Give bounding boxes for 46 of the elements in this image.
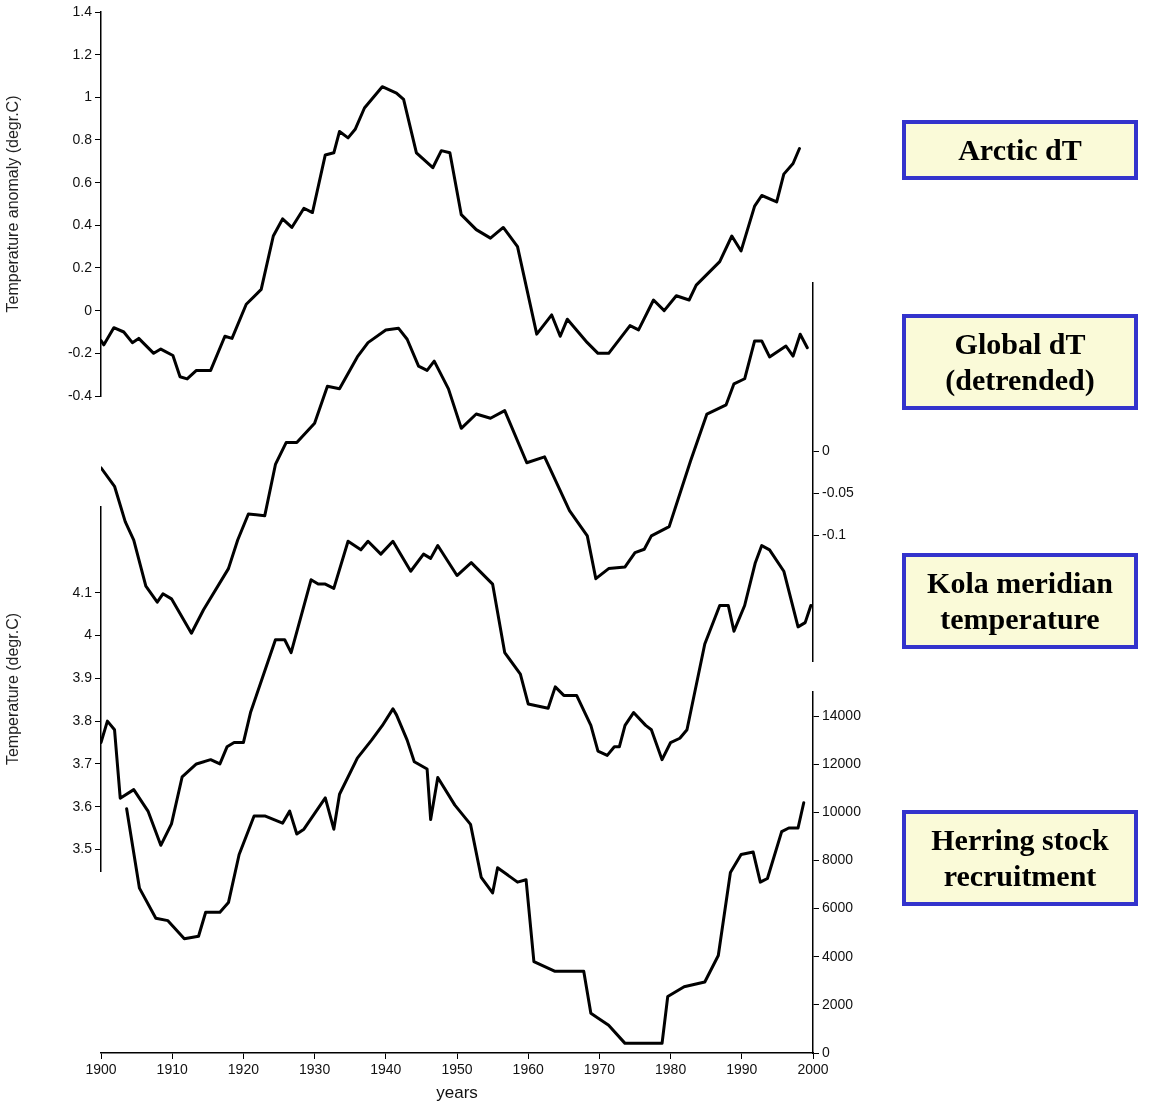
y2-tick-label: 8000 <box>822 851 854 868</box>
x-tick-label: 1970 <box>583 1061 616 1078</box>
y2-tick-label: 12000 <box>822 755 862 772</box>
y-tick-label: 3.7 <box>72 754 93 771</box>
text: Arctic dT <box>957 132 1083 168</box>
y-tick-label: 4 <box>84 626 93 643</box>
y2-tick-label: 14000 <box>822 706 862 723</box>
y2-tick-label: 6000 <box>822 899 854 916</box>
x-tick-label: 1940 <box>370 1061 402 1078</box>
y-tick-label: 1.2 <box>72 45 93 62</box>
x-tick-label: 1930 <box>299 1061 331 1078</box>
y-tick-label: 3.5 <box>72 840 93 857</box>
y-tick-label: 4.1 <box>72 583 93 600</box>
y2-tick-label: 0 <box>822 441 830 458</box>
y2-tick-label: 10000 <box>822 803 862 820</box>
text: Global dT (detrended) <box>944 326 1096 398</box>
x-tick-label: 2000 <box>797 1061 829 1078</box>
y-tick-label: 3.6 <box>72 797 93 814</box>
y2-tick-label: 4000 <box>822 947 854 964</box>
y-tick-label: -0.4 <box>67 386 93 403</box>
y2-tick-label: 2000 <box>822 995 854 1012</box>
text: Herring stock recruitment <box>930 822 1110 894</box>
x-tick-label: 1950 <box>441 1061 473 1078</box>
y2-tick-label: -0.05 <box>822 483 855 500</box>
y-tick-label: 0.4 <box>72 216 93 233</box>
y-tick-label: 1.4 <box>72 2 93 19</box>
y2-tick-label: 0 <box>822 1043 830 1060</box>
x-tick-label: 1990 <box>726 1061 758 1078</box>
x-tick-label: 1980 <box>655 1061 687 1078</box>
x-tick-label: 1900 <box>85 1061 117 1078</box>
y-tick-label: 0 <box>84 301 93 318</box>
y-axis-title: Temperature (degr.C) <box>4 612 22 766</box>
y2-tick-label: -0.1 <box>822 525 847 542</box>
y-tick-label: 0.6 <box>72 173 93 190</box>
y-tick-label: 3.8 <box>72 711 93 728</box>
x-tick-label: 1920 <box>227 1061 260 1078</box>
y-tick-label: 0.2 <box>72 258 93 275</box>
y-tick-label: 1 <box>84 88 93 105</box>
y-tick-label: -0.2 <box>67 344 93 361</box>
x-tick-label: 1960 <box>512 1061 544 1078</box>
x-tick-label: 1910 <box>156 1061 188 1078</box>
x-axis-title: years <box>436 1083 478 1103</box>
y-tick-label: 0.8 <box>72 130 93 147</box>
y-tick-label: 3.9 <box>72 669 93 686</box>
text: Kola meridian temperature <box>926 565 1114 637</box>
y-axis-title: Temperature anomaly (degr.C) <box>4 95 22 313</box>
